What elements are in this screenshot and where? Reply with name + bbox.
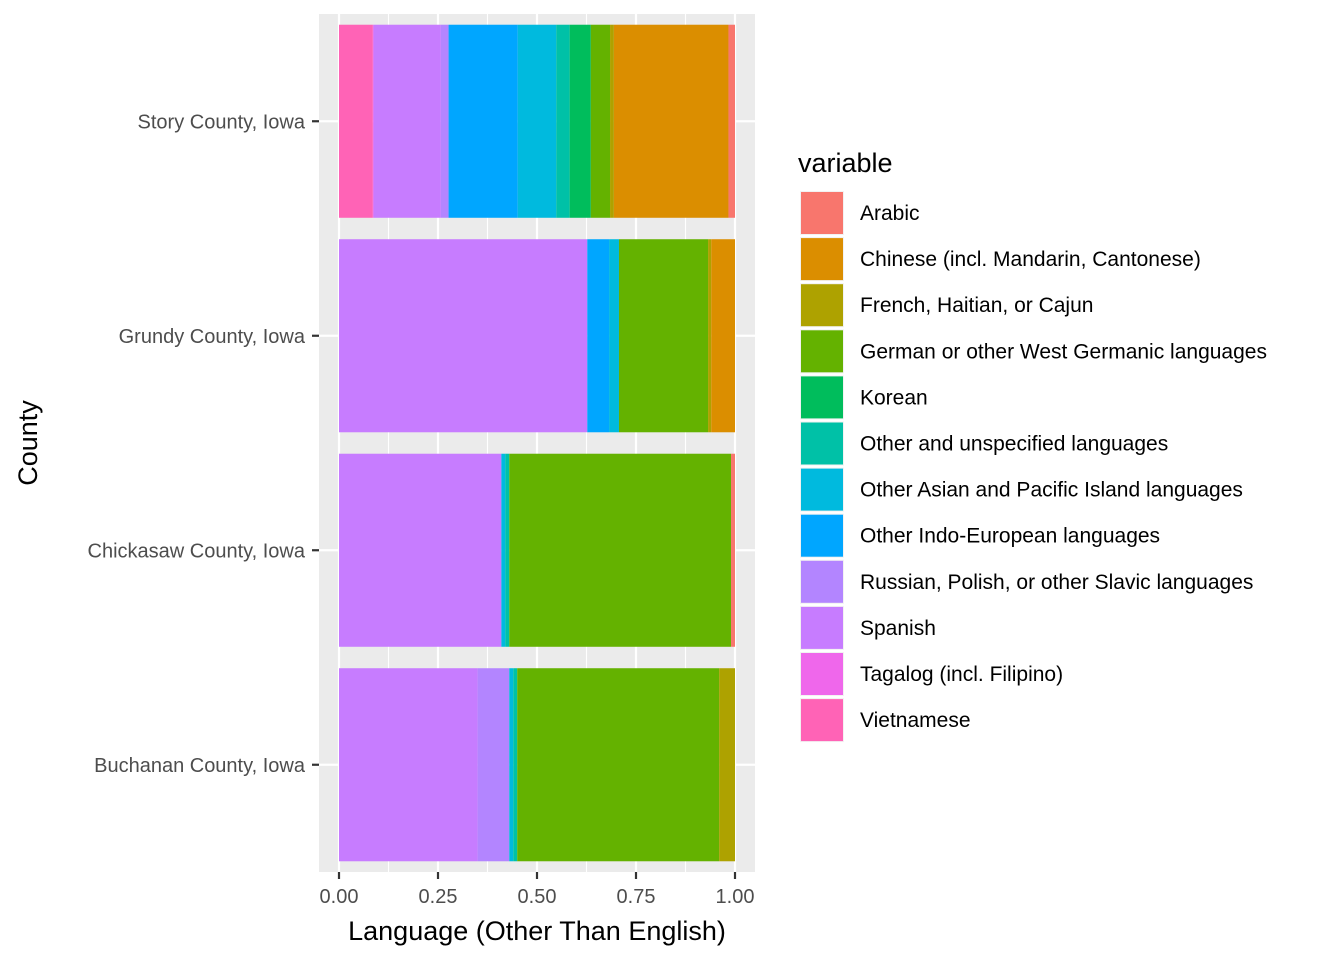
bar-segment-other-asian-and-pacific-island-languages <box>517 24 557 218</box>
y-tick-label: Buchanan County, Iowa <box>94 755 306 777</box>
bar-segment-other-and-unspecified-languages <box>513 668 518 862</box>
legend-swatch <box>801 422 843 465</box>
y-axis: Story County, Iowa Grundy County, Iowa Chi… <box>88 111 319 777</box>
x-axis: 0.00 0.25 0.50 0.75 1.00 <box>320 872 755 908</box>
bar-segment-spanish <box>339 668 478 862</box>
bar-segment-other-indo-european-languages <box>587 239 610 433</box>
x-axis-title: Language (Other Than English) <box>348 916 726 946</box>
legend-swatch <box>801 560 843 603</box>
bar-segment-other-asian-and-pacific-island-languages <box>509 668 514 862</box>
legend-swatch <box>801 468 843 511</box>
legend-swatch <box>801 192 843 234</box>
bar-segment-german-or-other-west-germanic-languages <box>618 239 709 433</box>
y-tick-label: Story County, Iowa <box>138 111 306 133</box>
legend-label: Chinese (incl. Mandarin, Cantonese) <box>860 248 1201 271</box>
bar-segment-spanish <box>373 24 441 218</box>
x-tick-label: 1.00 <box>716 886 755 908</box>
y-axis-title: County <box>13 400 43 486</box>
bar-segment-other-asian-and-pacific-island-languages <box>609 239 619 433</box>
bar-segment-german-or-other-west-germanic-languages <box>517 668 720 862</box>
legend-label: Arabic <box>860 202 920 225</box>
x-tick-label: 0.25 <box>419 886 458 908</box>
x-tick-label: 0.75 <box>617 886 656 908</box>
bar-segment-spanish <box>339 453 502 647</box>
legend-label: Tagalog (incl. Filipino) <box>860 663 1063 686</box>
legend-title: variable <box>798 148 893 178</box>
bar-segment-arabic <box>731 453 735 647</box>
y-tick-label: Grundy County, Iowa <box>119 326 306 348</box>
y-tick-label: Chickasaw County, Iowa <box>88 540 306 562</box>
bar-segment-french-haitian-or-cajun <box>610 24 614 218</box>
bar-segment-other-asian-and-pacific-island-languages <box>501 453 506 647</box>
legend-label: French, Haitian, or Cajun <box>860 294 1093 317</box>
legend-label: Other Indo-European languages <box>860 525 1160 548</box>
legend-label: Other and unspecified languages <box>860 433 1168 456</box>
bar-segment-other-and-unspecified-languages <box>556 24 570 218</box>
legend-label: Spanish <box>860 617 936 640</box>
bar-segment-russian-polish-or-other-slavic-languages <box>477 668 510 862</box>
bar-segment-tagalog-incl-filipino <box>372 24 374 218</box>
bar-segment-chinese-incl-mandarin-cantonese <box>711 239 735 433</box>
legend-label: German or other West Germanic languages <box>860 340 1267 363</box>
legend-swatch <box>801 330 843 373</box>
bar-segment-french-haitian-or-cajun <box>719 668 735 862</box>
bar-segment-other-and-unspecified-languages <box>505 453 510 647</box>
bar-segment-french-haitian-or-cajun <box>708 239 712 433</box>
bar-segment-korean <box>569 24 591 218</box>
legend-swatch <box>801 238 843 281</box>
bars <box>339 24 735 862</box>
x-tick-label: 0.00 <box>320 886 359 908</box>
legend-swatch <box>801 699 843 742</box>
legend: Arabic Chinese (incl. Mandarin, Cantonese… <box>800 191 1267 743</box>
bar-segment-german-or-other-west-germanic-languages <box>509 453 732 647</box>
bar-segment-chinese-incl-mandarin-cantonese <box>613 24 729 218</box>
legend-swatch <box>801 606 843 649</box>
legend-label: Russian, Polish, or other Slavic languag… <box>860 571 1253 594</box>
bar-segment-arabic <box>728 24 735 218</box>
legend-label: Korean <box>860 386 928 409</box>
bar-segment-russian-polish-or-other-slavic-languages <box>440 24 449 218</box>
legend-swatch <box>801 284 843 327</box>
legend-label: Other Asian and Pacific Island languages <box>860 479 1243 502</box>
legend-label: Vietnamese <box>860 709 971 732</box>
legend-swatch <box>801 514 843 557</box>
x-tick-label: 0.50 <box>518 886 557 908</box>
bar-segment-spanish <box>339 239 588 433</box>
bar-segment-vietnamese <box>339 24 373 218</box>
legend-swatch <box>801 376 843 419</box>
bar-segment-german-or-other-west-germanic-languages <box>590 24 611 218</box>
legend-swatch <box>801 653 843 695</box>
bar-segment-other-indo-european-languages <box>448 24 518 218</box>
